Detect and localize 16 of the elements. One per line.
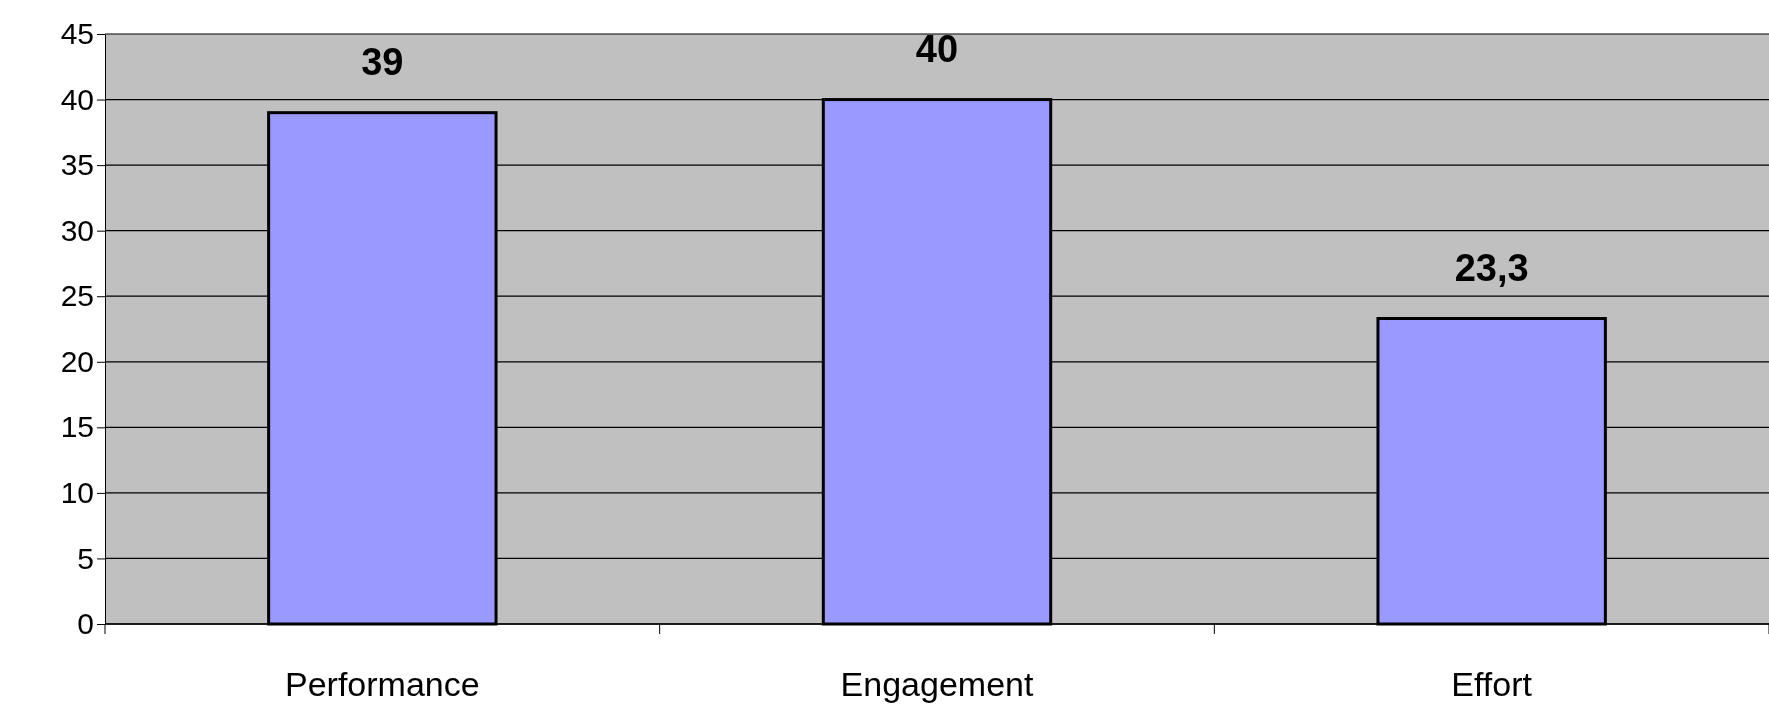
y-tick-label: 0: [77, 607, 94, 641]
y-tick-label: 35: [60, 148, 94, 182]
y-tick-label: 10: [60, 475, 94, 509]
data-label: 39: [361, 40, 404, 83]
data-label: 40: [915, 27, 959, 70]
x-tick-label: Performance: [285, 665, 480, 703]
x-tick-label: Engagement: [840, 665, 1034, 703]
data-label: 23,3: [1454, 246, 1529, 289]
y-tick-label: 5: [77, 541, 94, 575]
y-tick-label: 15: [60, 410, 94, 444]
x-tick-label: Effort: [1451, 665, 1533, 703]
y-tick-label: 40: [60, 82, 94, 116]
y-tick-label: 20: [60, 344, 94, 378]
y-tick-label: 30: [60, 213, 94, 247]
y-tick-label: 45: [60, 17, 94, 51]
y-tick-label: 25: [60, 279, 94, 313]
